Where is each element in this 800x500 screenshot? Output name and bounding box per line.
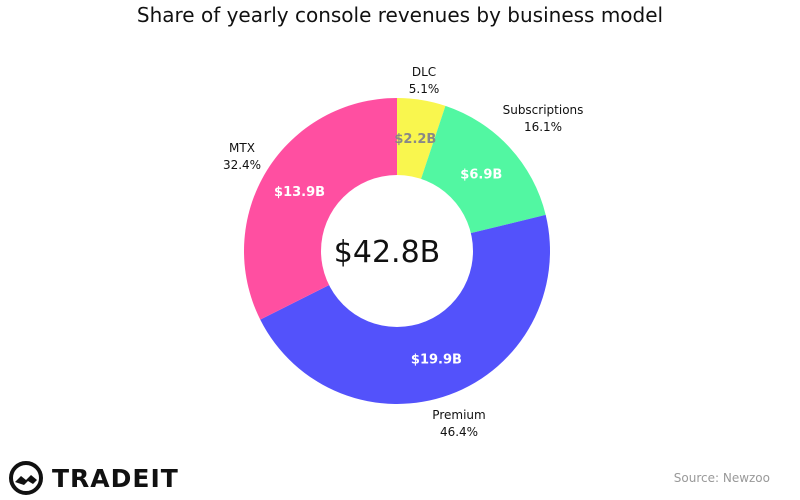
center-total-label: $42.8B <box>334 235 440 270</box>
percent-label-dlc: 5.1% <box>409 82 440 96</box>
tradeit-logo: TRADEIT <box>6 458 179 498</box>
percent-label-premium: 46.4% <box>440 425 478 439</box>
labels-group: $2.2B DLC 5.1% $6.9B Subscriptions 16.1% $19.9… <box>223 65 583 439</box>
percent-label-mtx: 32.4% <box>223 158 261 172</box>
percent-label-subscriptions: 16.1% <box>524 120 562 134</box>
source-note: Source: Newzoo <box>673 471 770 485</box>
chart-title: Share of yearly console revenues by busi… <box>136 3 664 27</box>
value-label-dlc: $2.2B <box>394 132 436 147</box>
value-label-mtx: $13.9B <box>274 185 325 200</box>
category-label-mtx: MTX <box>229 141 255 155</box>
value-label-premium: $19.9B <box>411 352 462 367</box>
category-label-subscriptions: Subscriptions <box>503 103 584 117</box>
category-label-dlc: DLC <box>412 65 436 79</box>
logo-text: TRADEIT <box>52 463 179 493</box>
donut-hole <box>321 175 473 327</box>
category-label-premium: Premium <box>432 408 485 422</box>
handshake-icon <box>9 461 43 495</box>
value-label-subscriptions: $6.9B <box>460 168 502 183</box>
